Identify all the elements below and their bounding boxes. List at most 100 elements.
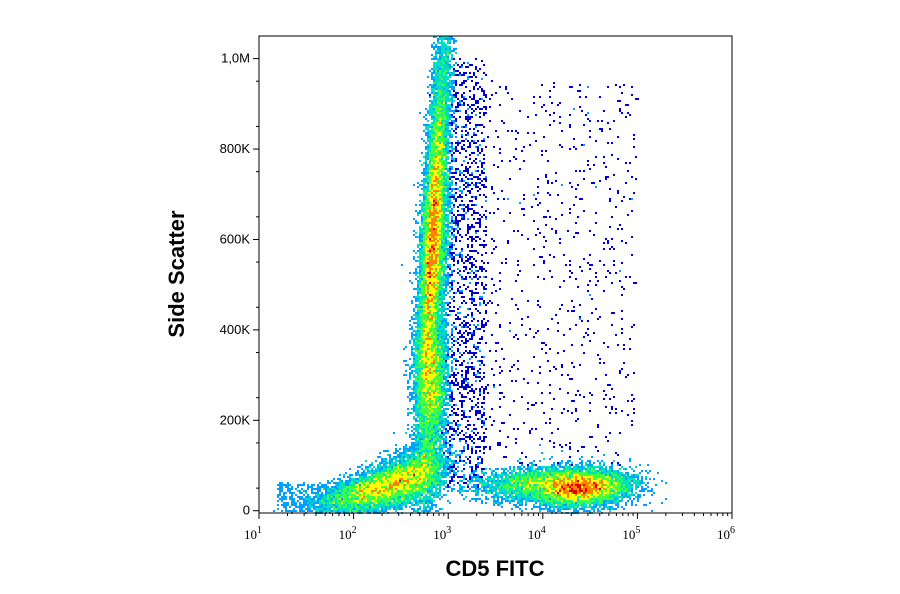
density-dot — [465, 170, 467, 172]
density-dot — [457, 254, 459, 256]
density-dot — [427, 454, 429, 456]
density-dot — [463, 378, 465, 380]
density-dot — [429, 104, 431, 106]
density-dot — [451, 158, 453, 160]
density-dot — [445, 190, 447, 192]
density-dot — [461, 208, 463, 210]
density-dot — [443, 346, 445, 348]
density-dot — [455, 74, 457, 76]
density-dot — [481, 298, 483, 300]
density-dot — [449, 176, 451, 178]
density-dot — [451, 72, 453, 74]
density-dot — [447, 84, 449, 86]
density-dot — [461, 134, 463, 136]
density-dot — [423, 338, 425, 340]
density-dot — [433, 70, 435, 72]
density-dot — [415, 252, 417, 254]
density-dot — [417, 396, 419, 398]
density-dot — [429, 264, 431, 266]
density-dot — [441, 282, 443, 284]
density-dot — [443, 52, 445, 54]
density-dot — [429, 114, 431, 116]
density-dot — [581, 198, 583, 200]
density-dot — [629, 338, 631, 340]
density-dot — [435, 440, 437, 442]
density-dot — [455, 62, 457, 64]
density-dot — [529, 144, 531, 146]
density-dot — [429, 426, 431, 428]
density-dot — [439, 450, 441, 452]
density-dot — [439, 428, 441, 430]
density-dot — [477, 412, 479, 414]
density-dot — [467, 246, 469, 248]
density-dot — [423, 276, 425, 278]
density-dot — [447, 184, 449, 186]
density-dot — [415, 350, 417, 352]
density-dot — [395, 444, 397, 446]
density-dot — [419, 446, 421, 448]
density-dot — [427, 414, 429, 416]
density-dot — [479, 394, 481, 396]
density-dot — [427, 350, 429, 352]
density-dot — [429, 140, 431, 142]
density-dot — [435, 206, 437, 208]
density-dot — [449, 74, 451, 76]
density-dot — [471, 430, 473, 432]
density-dot — [483, 422, 485, 424]
density-dot — [479, 446, 481, 448]
density-dot — [595, 212, 597, 214]
density-dot — [427, 436, 429, 438]
density-dot — [441, 214, 443, 216]
density-dot — [417, 260, 419, 262]
density-dot — [469, 456, 471, 458]
density-dot — [533, 460, 535, 462]
density-dot — [475, 308, 477, 310]
density-dot — [439, 116, 441, 118]
density-dot — [413, 458, 415, 460]
density-dot — [577, 90, 579, 92]
density-dot — [443, 148, 445, 150]
density-dot — [445, 172, 447, 174]
density-dot — [435, 398, 437, 400]
density-dot — [481, 150, 483, 152]
density-dot — [439, 418, 441, 420]
density-dot — [421, 328, 423, 330]
density-dot — [437, 268, 439, 270]
density-dot — [433, 358, 435, 360]
density-dot — [475, 236, 477, 238]
density-dot — [447, 338, 449, 340]
density-dot — [441, 122, 443, 124]
density-dot — [435, 110, 437, 112]
density-dot — [447, 202, 449, 204]
density-dot — [447, 192, 449, 194]
density-dot — [467, 272, 469, 274]
density-dot — [489, 98, 491, 100]
density-dot — [425, 434, 427, 436]
density-dot — [483, 184, 485, 186]
density-dot — [445, 68, 447, 70]
density-dot — [583, 178, 585, 180]
density-dot — [431, 152, 433, 154]
density-dot — [431, 340, 433, 342]
density-dot — [443, 160, 445, 162]
density-dot — [423, 430, 425, 432]
density-dot — [413, 356, 415, 358]
density-dot — [445, 334, 447, 336]
density-dot — [453, 326, 455, 328]
density-dot — [439, 364, 441, 366]
density-dot — [451, 256, 453, 258]
density-dot — [499, 86, 501, 88]
density-dot — [423, 206, 425, 208]
density-dot — [435, 136, 437, 138]
density-dot — [437, 96, 439, 98]
density-dot — [437, 258, 439, 260]
density-dot — [455, 384, 457, 386]
density-dot — [437, 428, 439, 430]
density-dot — [447, 282, 449, 284]
density-dot — [429, 386, 431, 388]
density-dot — [439, 330, 441, 332]
density-dot — [431, 266, 433, 268]
density-dot — [443, 322, 445, 324]
density-dot — [457, 408, 459, 410]
density-dot — [621, 228, 623, 230]
